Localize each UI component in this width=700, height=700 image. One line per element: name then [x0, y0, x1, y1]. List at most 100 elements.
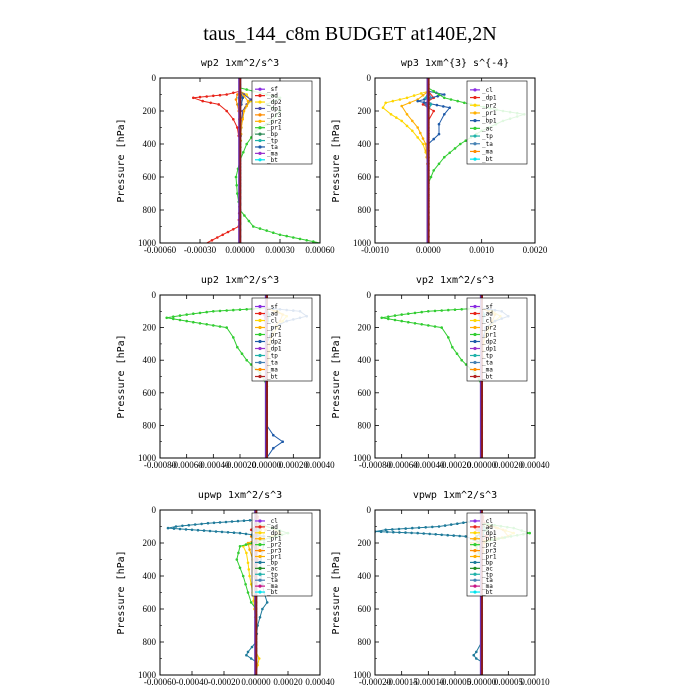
legend-label: _sf [482, 304, 493, 311]
series-point-ad [212, 94, 215, 98]
series-point-bp [424, 526, 428, 529]
series-point-pr1 [433, 325, 437, 328]
series-point-bp [443, 524, 447, 527]
series-point-dp1 [248, 574, 251, 578]
series-point-bp [452, 534, 456, 537]
series-line-pr1 [400, 90, 429, 243]
series-point-pr1 [245, 142, 248, 146]
series-point-pr1 [298, 237, 302, 241]
series-point-pr2 [416, 136, 420, 139]
series-point-pr1 [236, 345, 239, 349]
x-tick-label: 0.00005 [494, 677, 524, 687]
series-point-bp [187, 523, 191, 527]
series-point-pr1 [387, 317, 390, 321]
series-point-bp [437, 525, 441, 528]
series-point-pr1 [258, 227, 262, 230]
legend-marker [258, 543, 262, 547]
legend-label: _bt [267, 157, 278, 164]
legend-label: _bt [482, 374, 493, 381]
y-tick-label: 200 [143, 323, 157, 333]
panel-1: wp2 1xm^2/s^3 Pressure [hPa] 0 200 400 600 800… [116, 58, 335, 255]
series-point-pr1 [451, 345, 454, 349]
legend-label: _bp [482, 559, 493, 566]
x-tick-label: -0.00040 [176, 677, 209, 687]
y-tick-label: 800 [358, 205, 372, 215]
legend-label: _bt [482, 589, 493, 596]
series-point-pr1 [460, 308, 464, 311]
series-point-pr1 [185, 319, 188, 323]
y-axis-label: Pressure [hPa] [331, 550, 342, 634]
legend-marker [258, 106, 262, 111]
series-point-pr1 [447, 308, 450, 312]
series-point-bp [431, 525, 434, 529]
series-point-pr1 [265, 229, 269, 232]
series-point-bp [202, 529, 206, 532]
legend-label: _cl [267, 518, 278, 525]
series-point-ad [225, 109, 228, 113]
y-tick-label: 1000 [353, 453, 372, 463]
series-point-pr1 [424, 142, 428, 146]
series-point-pr1 [419, 131, 422, 135]
y-axis-label: Pressure [hPa] [331, 334, 342, 418]
x-tick-label: 0.00060 [305, 245, 335, 255]
legend-marker [258, 346, 262, 351]
series-point-bp [416, 531, 420, 535]
legend-label: _bt [267, 374, 278, 381]
x-tick-label: -0.00060 [144, 245, 177, 255]
legend-label: _ma [482, 367, 493, 374]
series-point-pr1 [305, 239, 309, 242]
series-point-pr2 [249, 601, 253, 604]
series-point-bp1 [422, 101, 426, 104]
series-point-ad [218, 93, 222, 97]
legend-marker [258, 560, 262, 565]
y-tick-label: 400 [143, 139, 157, 149]
series-point-bp [172, 527, 176, 530]
plot-area [192, 78, 320, 243]
series-point-pr1 [232, 336, 235, 339]
legend-label: _pr1 [482, 110, 497, 117]
legend-marker [473, 578, 477, 582]
legend-marker [258, 126, 262, 130]
series-point-pr2 [242, 109, 246, 113]
legend-label: _pr3 [267, 112, 282, 119]
legend-marker [258, 151, 262, 155]
series-point-bp [248, 519, 252, 522]
legend-box [251, 297, 313, 382]
series-point-bp1 [437, 122, 441, 126]
series-point-pr1 [447, 336, 450, 339]
series-point-pr1 [407, 312, 410, 316]
series-point-bp [422, 532, 426, 535]
series-point-bp [166, 526, 170, 530]
series-point-bp [265, 601, 269, 604]
legend-marker [473, 325, 477, 330]
series-point-bp [392, 530, 395, 534]
series-point-bp [475, 650, 478, 654]
legend-label: _sf [267, 304, 278, 311]
legend-marker [473, 318, 477, 323]
legend-marker [473, 346, 477, 351]
legend-label: _bt [482, 156, 493, 163]
legend-marker [473, 560, 477, 565]
series-point-pr1 [380, 316, 384, 320]
series-point-pr2 [384, 101, 388, 105]
panel-title: wp2 1xm^2/s^3 [201, 58, 279, 69]
series-point-ad [205, 95, 208, 98]
legend-label: _ta [482, 360, 493, 367]
series-point-dp1 [249, 98, 252, 101]
series-point-ac [429, 175, 433, 179]
series-point-ac [437, 93, 441, 96]
series-point-ac [432, 89, 436, 93]
legend-label: _pr2 [267, 325, 282, 332]
legend-marker [473, 111, 477, 115]
series-point-bp [226, 531, 230, 534]
legend-marker [258, 374, 262, 379]
panel-6: vpwp 1xm^2/s^3 Pressure [hPa] 0 200 400 600 80… [331, 490, 550, 687]
series-point-bp [410, 531, 413, 535]
y-tick-label: 1000 [138, 670, 157, 680]
legend-marker [258, 158, 262, 162]
series-point-ac [464, 139, 468, 142]
series-point-bp [440, 533, 444, 537]
series-point-pr1 [393, 314, 397, 317]
y-tick-label: 800 [143, 420, 157, 430]
